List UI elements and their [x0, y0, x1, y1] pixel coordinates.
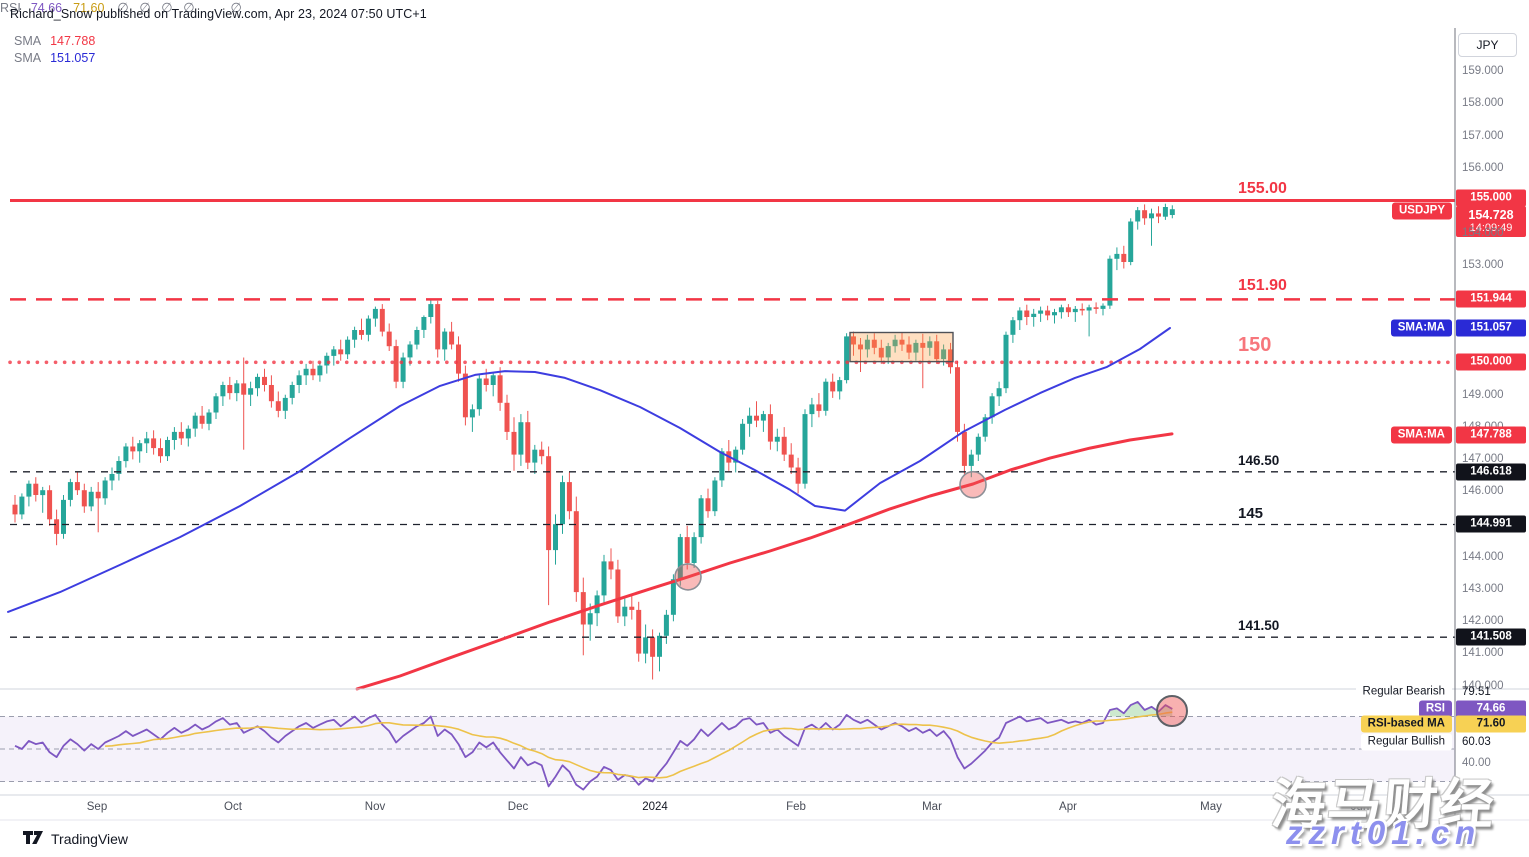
usdjpy-chip: USDJPY: [1391, 202, 1452, 220]
price-scale-tick: 147.000: [1462, 453, 1504, 465]
time-axis-label-sep: Sep: [86, 801, 108, 813]
level-label-151-90: 151.90: [1238, 277, 1287, 294]
level-label-145: 145: [1238, 505, 1264, 522]
rsi-chip: RSI: [1418, 700, 1452, 718]
price-scale-tick: 158.000: [1462, 97, 1504, 109]
rsi-based-ma-chip: RSI-based MA: [1360, 715, 1452, 733]
price-scale-tick: 40.00: [1462, 757, 1491, 769]
rsi-value: 74.66: [30, 1, 63, 15]
price-scale-badge: 74.66: [1456, 700, 1526, 718]
level-label-141-50: 141.50: [1238, 618, 1280, 633]
price-scale-badge: 141.508: [1456, 628, 1526, 646]
price-scale-badge: 71.60: [1456, 715, 1526, 733]
currency-button[interactable]: JPY: [1458, 33, 1517, 57]
regular-bullish-chip: Regular Bullish: [1360, 733, 1452, 751]
sma-slow-label: SMA: [14, 51, 42, 65]
level-label-150: 150: [1238, 334, 1272, 356]
price-scale-badge: 144.991: [1456, 515, 1526, 533]
price-scale-badge: 147.788: [1456, 426, 1526, 444]
sma-ma-chip: SMA:MA: [1390, 426, 1452, 444]
regular-bearish-chip: Regular Bearish: [1355, 683, 1452, 701]
time-axis-label-feb: Feb: [786, 801, 806, 813]
watermark-url: zzrt01.cn: [1286, 814, 1482, 851]
sma-legend[interactable]: SMA 147.788 SMA 151.057: [14, 33, 95, 67]
time-axis-label-oct: Oct: [224, 801, 242, 813]
rsi-divergence-flags: ∅ ∅ ∅ ∅: [117, 0, 195, 15]
price-scale-tick: 157.000: [1462, 130, 1504, 142]
last-price-value: 154.728: [1468, 208, 1514, 222]
price-scale-badge: 151.944: [1456, 290, 1526, 308]
tradingview-logo-icon: [22, 830, 44, 848]
rsi-divergence-flag-extra: ∅: [230, 0, 242, 15]
tradingview-branding[interactable]: TradingView: [22, 830, 128, 848]
sma-ma-chip: SMA:MA: [1390, 319, 1452, 337]
time-axis-label-mar: Mar: [922, 801, 942, 813]
price-scale-badge: 146.618: [1456, 463, 1526, 481]
level-label-155: 155.00: [1238, 180, 1287, 197]
time-axis-label-dec: Dec: [507, 801, 529, 813]
price-scale-tick: 154.000: [1462, 227, 1504, 239]
rsi-title: RSI: [0, 1, 21, 15]
price-scale-tick: 143.000: [1462, 583, 1504, 595]
sma-fast-value: 147.788: [50, 34, 96, 48]
time-axis-label-nov: Nov: [364, 801, 386, 813]
sma-slow-row[interactable]: SMA 151.057: [14, 50, 95, 67]
time-axis-label-apr: Apr: [1059, 801, 1077, 813]
price-scale-tick: 79.51: [1462, 686, 1491, 698]
rsi-ma-value: 71.60: [73, 1, 105, 15]
price-scale-tick: 144.000: [1462, 551, 1504, 563]
price-scale-badge: 150.000: [1456, 353, 1526, 371]
bar-countdown: 14:09:49: [1469, 222, 1513, 234]
level-label-146-50: 146.50: [1238, 453, 1280, 468]
sma-fast-label: SMA: [14, 34, 42, 48]
time-axis-label-jun: Jun: [1350, 801, 1370, 813]
sma-fast-row[interactable]: SMA 147.788: [14, 33, 95, 50]
price-scale-tick: 141.000: [1462, 647, 1504, 659]
price-scale-tick: 159.000: [1462, 65, 1504, 77]
tradingview-logo-text: TradingView: [51, 831, 129, 847]
price-scale-tick: 149.000: [1462, 389, 1504, 401]
time-axis-label-2024: 2024: [642, 801, 668, 813]
byline: Richard_Snow published on TradingView.co…: [10, 7, 427, 21]
price-scale-tick: 60.03: [1462, 736, 1491, 748]
last-price-badge: 154.728 14:09:49: [1456, 206, 1526, 237]
price-scale-badge: 155.000: [1456, 189, 1526, 207]
time-axis-label-may: May: [1200, 801, 1222, 813]
price-scale-tick: 153.000: [1462, 259, 1504, 271]
price-scale-badge: 151.057: [1456, 319, 1526, 337]
price-scale-tick: 146.000: [1462, 485, 1504, 497]
price-scale-tick: 140.000: [1462, 680, 1504, 692]
rsi-legend[interactable]: RSI 74.66 71.60 ∅ ∅ ∅ ∅ ∅: [0, 0, 1529, 16]
price-scale-tick: 142.000: [1462, 615, 1504, 627]
sma-slow-value: 151.057: [50, 51, 96, 65]
price-scale-tick: 156.000: [1462, 162, 1504, 174]
